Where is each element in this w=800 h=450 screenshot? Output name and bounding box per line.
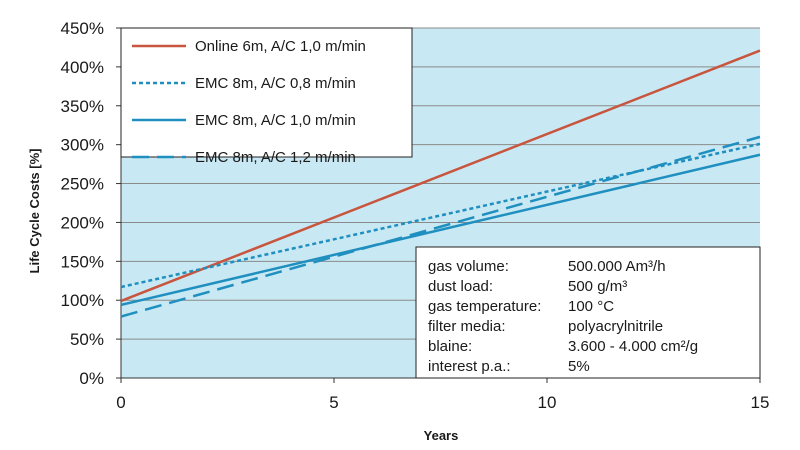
param-label-5: interest p.a.: <box>428 358 511 375</box>
y-tick-label-3: 150% <box>61 252 104 271</box>
param-value-0: 500.000 Am³/h <box>568 258 666 275</box>
y-tick-label-1: 50% <box>70 330 104 349</box>
legend-label-1: EMC 8m, A/C 0,8 m/min <box>195 75 356 92</box>
parameters-box-frame <box>415 246 761 379</box>
y-tick-label-7: 350% <box>61 97 104 116</box>
x-tick-label-2: 10 <box>538 393 557 412</box>
y-tick-labels: 0% 50% 100% 150% 200% 250% 300% 350% 400% 450% <box>61 19 104 388</box>
x-axis-title: Years <box>424 428 459 443</box>
parameters-box: gas volume: 500.000 Am³/h dust load: 500 g/… <box>415 246 761 379</box>
param-label-4: blaine: <box>428 338 472 355</box>
legend-label-0: Online 6m, A/C 1,0 m/min <box>195 38 366 55</box>
param-value-5: 5% <box>568 358 590 375</box>
y-axis-title: Life Cycle Costs [%] <box>27 149 42 274</box>
x-tick-label-1: 5 <box>329 393 338 412</box>
y-tick-label-8: 400% <box>61 58 104 77</box>
legend-box <box>120 27 413 158</box>
legend-label-2: EMC 8m, A/C 1,0 m/min <box>195 112 356 129</box>
param-value-3: polyacrylnitrile <box>568 318 663 335</box>
param-label-2: gas temperature: <box>428 298 541 315</box>
param-label-3: filter media: <box>428 318 506 335</box>
x-tick-labels: 0 5 10 15 <box>116 393 769 412</box>
param-value-2: 100 °C <box>568 298 614 315</box>
y-tick-label-9: 450% <box>61 19 104 38</box>
series-lines <box>120 49 761 318</box>
x-tick-label-3: 15 <box>751 393 770 412</box>
x-tick-label-0: 0 <box>116 393 125 412</box>
y-tick-label-2: 100% <box>61 291 104 310</box>
y-tick-label-5: 250% <box>61 175 104 194</box>
param-value-4: 3.600 - 4.000 cm²/g <box>568 338 698 355</box>
param-value-1: 500 g/m³ <box>568 278 627 295</box>
y-tick-label-0: 0% <box>79 369 104 388</box>
y-tick-label-6: 300% <box>61 136 104 155</box>
param-label-1: dust load: <box>428 278 493 295</box>
series-line-2 <box>120 153 761 307</box>
y-tick-label-4: 200% <box>61 213 104 232</box>
series-line-3 <box>120 135 761 318</box>
legend-label-3: EMC 8m, A/C 1,2 m/min <box>195 149 356 166</box>
series-line-0 <box>120 49 761 303</box>
param-label-0: gas volume: <box>428 258 509 275</box>
legend: Online 6m, A/C 1,0 m/min EMC 8m, A/C 0,8 … <box>120 27 413 166</box>
